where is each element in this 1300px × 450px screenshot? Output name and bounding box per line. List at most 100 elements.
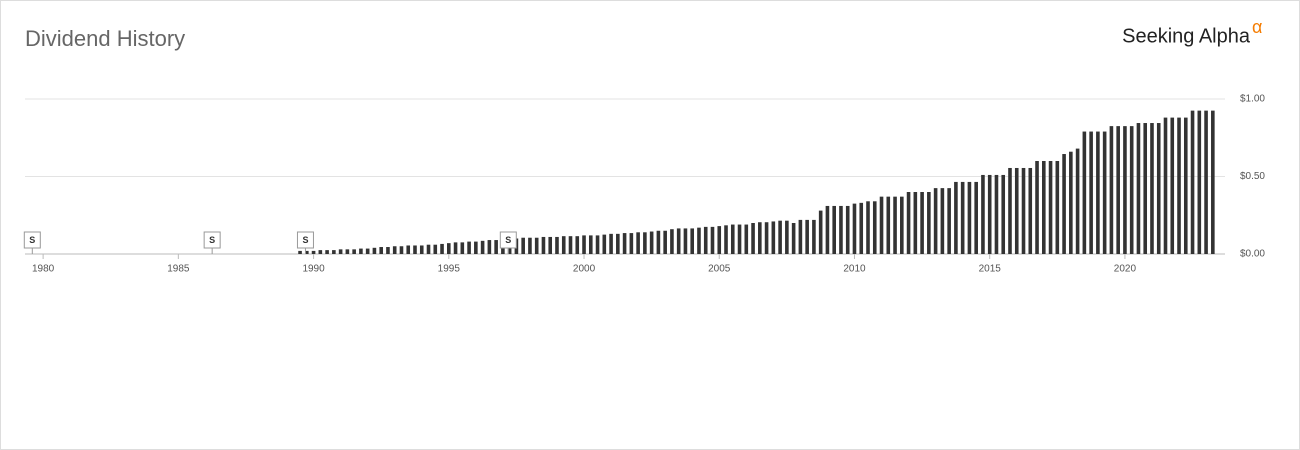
bar [1183, 117, 1188, 254]
bar [548, 236, 553, 254]
bar [636, 232, 640, 254]
x-tick-label: 2005 [708, 264, 731, 275]
bar [338, 249, 343, 254]
bar [467, 241, 471, 254]
x-tick-label: 2020 [1114, 264, 1137, 275]
split-label: S [209, 235, 215, 245]
bar [1069, 151, 1073, 254]
bar [940, 188, 945, 254]
bar [494, 240, 498, 254]
y-tick-label: $0.50 [1240, 171, 1265, 182]
bar [866, 201, 870, 254]
bar [1096, 131, 1100, 254]
bar [561, 236, 566, 254]
bar [737, 224, 742, 254]
bar [1001, 174, 1006, 254]
bar [724, 225, 728, 254]
x-tick-label: 1995 [438, 264, 461, 275]
bar [392, 246, 397, 254]
bar [446, 243, 451, 254]
bar [474, 241, 478, 254]
bar [1041, 161, 1046, 254]
bar [683, 228, 688, 254]
bar [1008, 167, 1012, 254]
x-tick-label: 1990 [302, 264, 325, 275]
bar [1075, 148, 1080, 254]
x-tick-label: 1980 [32, 264, 55, 275]
bar [1089, 131, 1093, 254]
bar [541, 236, 546, 254]
bar [528, 237, 532, 254]
bar [622, 233, 627, 254]
bar [1156, 123, 1161, 255]
bar [1021, 167, 1026, 254]
split-marker [499, 231, 517, 249]
bar [730, 224, 735, 254]
bar [305, 250, 309, 254]
bar [900, 196, 904, 254]
bar [602, 234, 607, 254]
bar [785, 220, 789, 254]
bar [886, 196, 891, 254]
bar [568, 236, 573, 254]
bar [1197, 110, 1202, 254]
bar [845, 205, 850, 254]
bar [893, 196, 897, 254]
bar [656, 230, 661, 254]
bar [690, 228, 695, 254]
bar [879, 196, 884, 254]
x-tick-label: 2015 [979, 264, 1002, 275]
bar [994, 174, 999, 254]
bar [419, 245, 424, 254]
bar [967, 181, 972, 254]
bar [588, 235, 593, 254]
split-label: S [505, 235, 511, 245]
bar [758, 222, 762, 254]
bar [744, 224, 749, 254]
split-label: S [302, 235, 308, 245]
bar [805, 219, 809, 254]
split-marker [23, 231, 41, 249]
bar [534, 237, 539, 254]
bar [386, 247, 390, 254]
split-marker [296, 231, 314, 249]
bar [365, 248, 370, 254]
split-marker [203, 231, 221, 249]
bar [460, 242, 465, 254]
bar [1143, 123, 1148, 255]
bar [440, 243, 444, 254]
bar [399, 246, 404, 254]
bar [818, 210, 823, 254]
bar [575, 236, 580, 254]
bar [582, 235, 586, 254]
bar [521, 237, 525, 254]
x-tick-label: 1985 [167, 264, 190, 275]
bar [487, 240, 492, 254]
bar [981, 174, 985, 254]
bar [771, 221, 776, 254]
bar [413, 245, 417, 254]
bar [920, 192, 924, 254]
x-tick-label: 2010 [843, 264, 866, 275]
bar [1163, 117, 1168, 254]
bar [798, 219, 803, 254]
bar [913, 192, 918, 254]
bar [1136, 123, 1141, 255]
bar [379, 247, 383, 254]
bar [670, 229, 674, 254]
bar [318, 250, 323, 254]
bar [298, 250, 302, 254]
bar [974, 181, 978, 254]
bar [1211, 110, 1215, 254]
bar [1190, 110, 1195, 254]
bar [372, 247, 377, 254]
bar [1177, 117, 1181, 254]
bar [332, 250, 336, 254]
bar [555, 236, 559, 254]
x-tick-label: 2000 [573, 264, 596, 275]
bar [832, 205, 836, 254]
bar [1150, 123, 1154, 255]
bar [751, 223, 755, 254]
bar [933, 188, 938, 254]
bar [859, 202, 864, 254]
